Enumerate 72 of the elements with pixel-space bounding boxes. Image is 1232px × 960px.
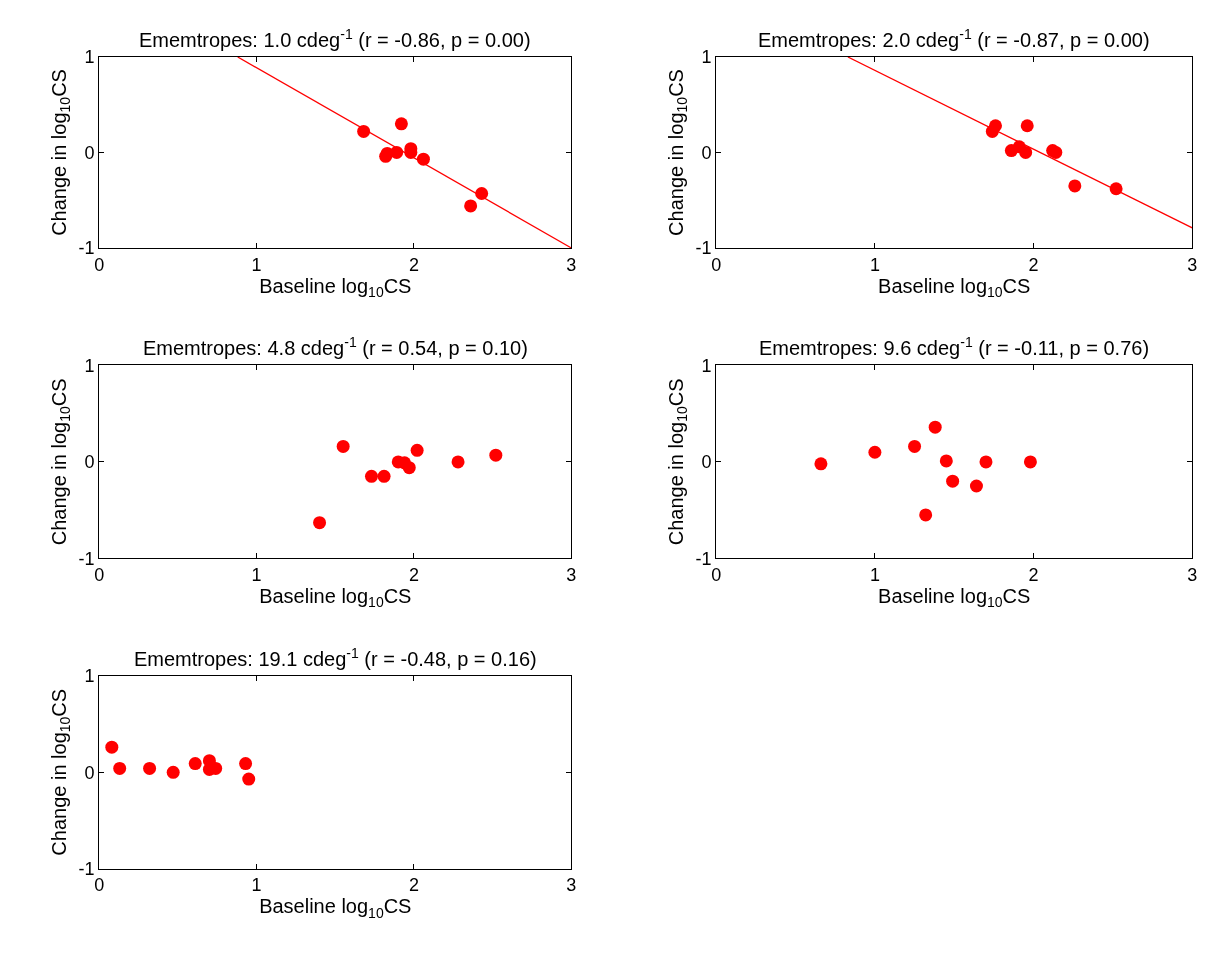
x-axis-title: Baseline log$_{10}$CS xyxy=(259,274,412,300)
point xyxy=(410,443,424,457)
chart-title: Ememtropes: 4.8 cdeg$^{-1}$ (r = 0.54, p = 0.10) xyxy=(143,334,528,360)
y-tick-label: -1 xyxy=(78,859,95,880)
point xyxy=(489,448,503,462)
y-tick-label: 1 xyxy=(84,47,95,68)
x-tick-label: 2 xyxy=(408,254,419,275)
x-tick-label: 3 xyxy=(1187,564,1198,585)
point xyxy=(814,457,828,471)
point xyxy=(1020,119,1034,133)
point xyxy=(188,757,202,771)
x-tick-label: 1 xyxy=(251,254,262,275)
point xyxy=(868,445,882,459)
x-tick-label: 1 xyxy=(869,564,880,585)
y-tick-label: 0 xyxy=(701,452,712,473)
point xyxy=(1023,455,1037,469)
point xyxy=(166,765,180,779)
y-tick-label: 0 xyxy=(84,452,95,473)
point xyxy=(143,761,157,775)
point xyxy=(1019,145,1033,159)
x-tick-label: 2 xyxy=(408,875,419,896)
x-tick-label: 2 xyxy=(408,564,419,585)
x-axis-title: Baseline log$_{10}$CS xyxy=(878,274,1031,300)
x-tick-label: 3 xyxy=(1187,254,1198,275)
point xyxy=(969,479,983,493)
point xyxy=(390,145,404,159)
point xyxy=(239,757,253,771)
point xyxy=(939,454,953,468)
point xyxy=(365,469,378,483)
y-tick-label: -1 xyxy=(695,238,712,259)
point xyxy=(908,439,922,453)
chart-title: Ememtropes: 2.0 cdeg$^{-1}$ (r = -0.87, p = 0.00) xyxy=(758,26,1150,52)
x-tick-label: 3 xyxy=(566,564,577,585)
point xyxy=(336,439,350,453)
point xyxy=(105,740,119,754)
chart-title: Ememtropes: 19.1 cdeg$^{-1}$ (r = -0.48, p = 0.16) xyxy=(134,645,537,671)
y-tick-label: 1 xyxy=(84,666,95,687)
point xyxy=(451,455,465,469)
x-axis-title: Baseline log$_{10}$CS xyxy=(878,584,1031,611)
x-tick-label: 1 xyxy=(869,254,880,275)
point xyxy=(242,772,256,786)
point xyxy=(946,474,960,488)
y-tick-label: 0 xyxy=(84,142,95,163)
x-axis-title: Baseline log$_{10}$CS xyxy=(259,895,412,921)
point xyxy=(377,469,391,483)
chart-title: Ememtropes: 1.0 cdeg$^{-1}$ (r = -0.86, p = 0.00) xyxy=(139,26,531,52)
point xyxy=(394,117,408,131)
y-tick-label: -1 xyxy=(78,238,95,259)
x-tick-label: 2 xyxy=(1028,254,1039,275)
y-tick-label: 1 xyxy=(701,47,712,68)
x-tick-label: 1 xyxy=(251,564,262,585)
x-tick-label: 3 xyxy=(566,875,577,896)
x-tick-label: 1 xyxy=(251,875,262,896)
x-axis-title: Baseline log$_{10}$CS xyxy=(259,584,412,611)
point xyxy=(919,508,933,522)
x-tick-label: 3 xyxy=(566,254,577,275)
x-tick-label: 2 xyxy=(1028,564,1039,585)
y-tick-label: 0 xyxy=(84,762,95,783)
y-tick-label: -1 xyxy=(695,548,712,569)
point xyxy=(113,761,127,775)
point xyxy=(402,461,416,475)
point xyxy=(313,516,327,530)
point xyxy=(989,119,1002,133)
y-tick-label: 1 xyxy=(84,355,95,376)
point xyxy=(1068,179,1082,193)
point xyxy=(979,455,993,469)
y-tick-label: -1 xyxy=(78,548,95,569)
chart-title: Ememtropes: 9.6 cdeg$^{-1}$ (r = -0.11, p = 0.76) xyxy=(759,334,1150,360)
point xyxy=(928,420,942,434)
y-tick-label: 1 xyxy=(701,355,712,376)
y-tick-label: 0 xyxy=(701,142,712,163)
point xyxy=(464,199,478,213)
